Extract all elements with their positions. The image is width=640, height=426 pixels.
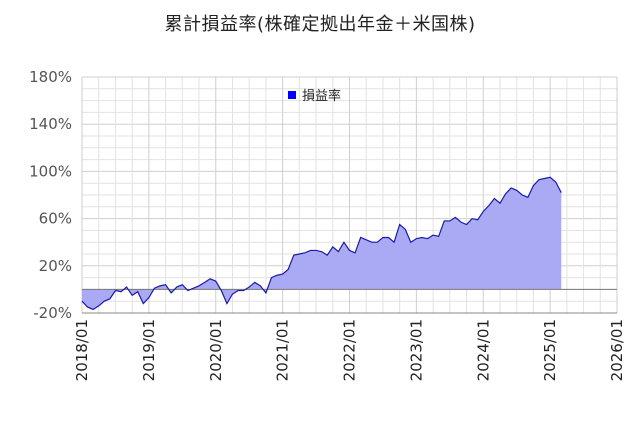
y-axis: -20% 20% 60% 100% 140% 180%: [29, 68, 72, 322]
y-tick-label: 100%: [29, 162, 72, 180]
legend-label: 損益率: [302, 88, 341, 104]
x-tick-label: 2020/01: [207, 319, 225, 381]
y-tick-label: 60%: [39, 210, 72, 228]
x-tick-label: 2019/01: [140, 319, 158, 381]
x-tick-label: 2021/01: [274, 319, 292, 381]
y-tick-label: 140%: [29, 115, 72, 133]
y-tick-label: -20%: [33, 304, 72, 322]
legend-marker: [288, 91, 296, 99]
x-tick-label: 2022/01: [341, 319, 359, 381]
x-tick-label: 2025/01: [541, 319, 559, 381]
series-area-fill: [82, 177, 562, 310]
x-tick-label: 2023/01: [407, 319, 425, 381]
legend: 損益率: [288, 88, 341, 104]
y-tick-label: 180%: [29, 68, 72, 86]
chart-title: 累計損益率(株確定拠出年金＋米国株): [164, 14, 476, 35]
x-tick-label: 2018/01: [73, 319, 91, 381]
y-tick-label: 20%: [39, 257, 72, 275]
series-line: [81, 176, 562, 311]
x-axis: 2018/01 2019/01 2020/01 2021/01 2022/01 2023/…: [73, 319, 626, 381]
x-tick-label: 2026/01: [608, 319, 626, 381]
x-tick-label: 2024/01: [474, 319, 492, 381]
